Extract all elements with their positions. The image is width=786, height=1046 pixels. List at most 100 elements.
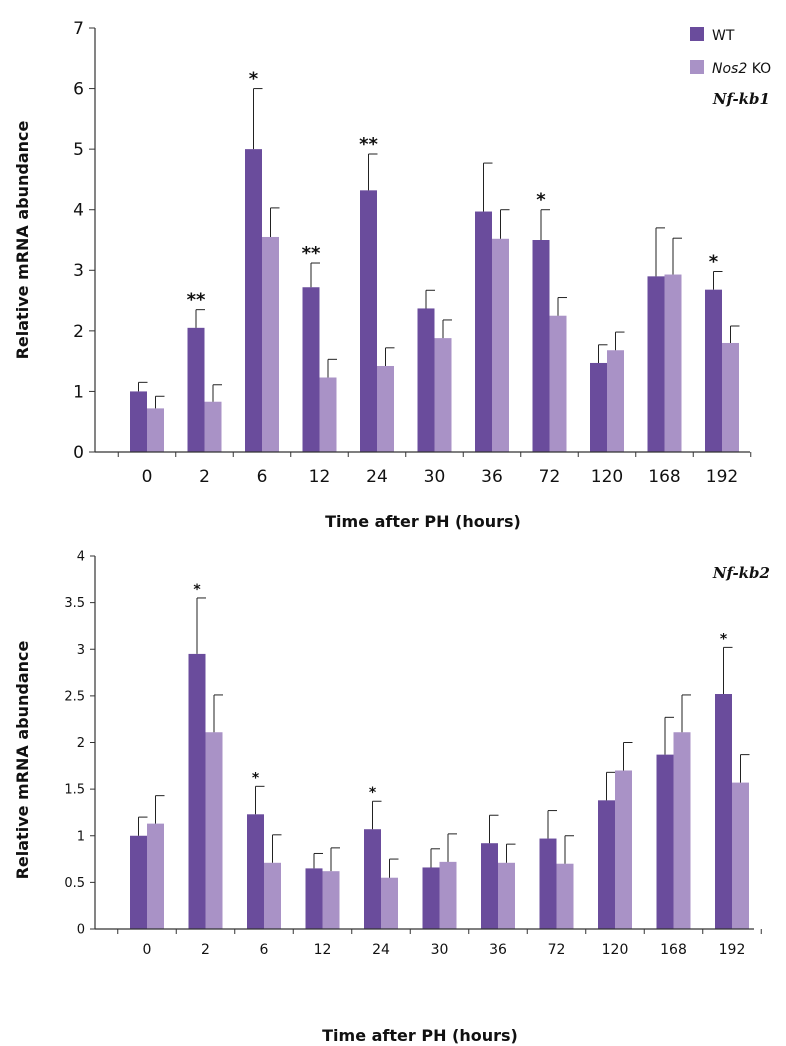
x-tick-label: 0: [142, 467, 153, 487]
bar-ko: [615, 770, 632, 929]
x-tick-label: 168: [660, 942, 687, 958]
bar-ko: [264, 862, 281, 929]
bar-ko: [492, 238, 509, 452]
bar-wt: [647, 276, 665, 452]
x-axis-title: Time after PH (hours): [322, 1026, 518, 1045]
significance-marker: *: [249, 69, 259, 90]
gene-label: Nf-kb2: [712, 564, 770, 582]
bar-ko: [434, 338, 452, 452]
bar-wt: [590, 362, 607, 452]
bar-wt: [305, 868, 323, 929]
significance-marker: *: [709, 251, 719, 272]
bar-ko: [439, 861, 457, 929]
y-axis-title: Relative mRNA abundance: [13, 120, 32, 359]
bar-wt: [130, 835, 147, 929]
bar-wt: [481, 843, 498, 929]
bar-ko: [722, 342, 739, 452]
bar-wt: [598, 800, 615, 929]
bar-ko: [147, 823, 164, 929]
x-tick-label: 72: [548, 942, 566, 958]
bar-ko: [549, 315, 567, 452]
significance-marker: **: [359, 134, 378, 155]
x-tick-label: 12: [314, 942, 332, 958]
significance-marker: *: [252, 770, 260, 786]
chart-nf-kb2: Nf-kb2 Relative mRNA abundance Time afte…: [13, 550, 770, 1045]
y-tick-label: 6: [73, 80, 84, 100]
x-tick-label: 192: [719, 942, 746, 958]
y-tick-label: 2.5: [64, 689, 85, 704]
y-tick-label: 1: [73, 382, 84, 402]
x-tick-label: 36: [489, 942, 507, 958]
x-tick-label: 6: [260, 942, 269, 958]
x-tick-label: 6: [257, 467, 268, 487]
bar-ko: [556, 863, 574, 929]
y-tick-label: 0: [73, 443, 84, 463]
y-axis-title: Relative mRNA abundance: [13, 640, 32, 879]
chart-nf-kb1: Nf-kb1 Relative mRNA abundance Time afte…: [13, 19, 770, 531]
x-tick-label: 30: [424, 467, 446, 487]
bar-wt: [360, 190, 377, 452]
x-tick-label: 2: [199, 467, 210, 487]
significance-marker: *: [536, 190, 546, 211]
x-tick-label: 2: [201, 942, 210, 958]
bar-wt: [364, 829, 381, 929]
y-tick-label: 4: [77, 550, 85, 565]
x-tick-label: 24: [372, 942, 390, 958]
y-tick-label: 1.5: [64, 783, 85, 798]
legend-label-ko: Nos2 KO: [712, 61, 771, 77]
bar-wt: [539, 838, 557, 929]
bar-ko: [147, 408, 164, 452]
y-tick-label: 2: [77, 736, 85, 751]
y-tick-label: 4: [73, 201, 84, 221]
x-tick-label: 0: [143, 942, 152, 958]
bar-ko: [732, 782, 749, 929]
bar-ko: [381, 877, 398, 929]
y-tick-label: 3.5: [64, 596, 85, 611]
y-tick-label: 2: [73, 322, 84, 342]
bar-wt: [302, 287, 320, 452]
bar-wt: [656, 754, 674, 929]
x-tick-label: 192: [706, 467, 738, 487]
significance-marker: *: [720, 631, 728, 647]
x-tick-label: 120: [591, 467, 623, 487]
bar-wt: [715, 694, 732, 929]
bar-ko: [607, 350, 624, 452]
significance-marker: *: [369, 785, 377, 801]
x-tick-label: 12: [309, 467, 331, 487]
legend-label-ko-rest: KO: [747, 61, 771, 77]
bar-ko: [319, 377, 337, 452]
bar-wt: [417, 308, 435, 452]
x-tick-label: 30: [431, 942, 449, 958]
significance-marker: **: [302, 243, 321, 264]
bar-ko: [262, 236, 279, 452]
y-tick-label: 3: [73, 261, 84, 281]
x-axis-title: Time after PH (hours): [325, 512, 521, 531]
x-tick-label: 24: [366, 467, 388, 487]
bar-wt: [188, 653, 206, 929]
y-tick-label: 5: [73, 140, 84, 160]
legend-label-wt: WT: [712, 28, 735, 44]
x-tick-label: 168: [648, 467, 680, 487]
bar-wt: [705, 289, 722, 452]
x-tick-label: 72: [539, 467, 561, 487]
significance-marker: *: [193, 582, 201, 598]
legend-label-ko-gene: Nos2: [712, 61, 747, 77]
bar-ko: [664, 274, 682, 452]
bar-wt: [532, 240, 550, 452]
bar-ko: [673, 732, 691, 929]
x-tick-label: 120: [602, 942, 629, 958]
x-tick-label: 36: [481, 467, 503, 487]
gene-label: Nf-kb1: [712, 90, 770, 108]
y-tick-label: 0.5: [64, 876, 85, 891]
y-tick-label: 7: [73, 19, 84, 39]
bar-wt: [130, 391, 147, 452]
y-tick-label: 3: [77, 643, 85, 658]
y-tick-label: 0: [77, 923, 85, 938]
bar-wt: [475, 211, 492, 452]
bar-wt: [245, 149, 262, 452]
bar-wt: [247, 814, 264, 929]
legend: WT Nos2 KO: [690, 27, 771, 77]
legend-swatch-ko: [690, 60, 704, 74]
legend-swatch-wt: [690, 27, 704, 41]
